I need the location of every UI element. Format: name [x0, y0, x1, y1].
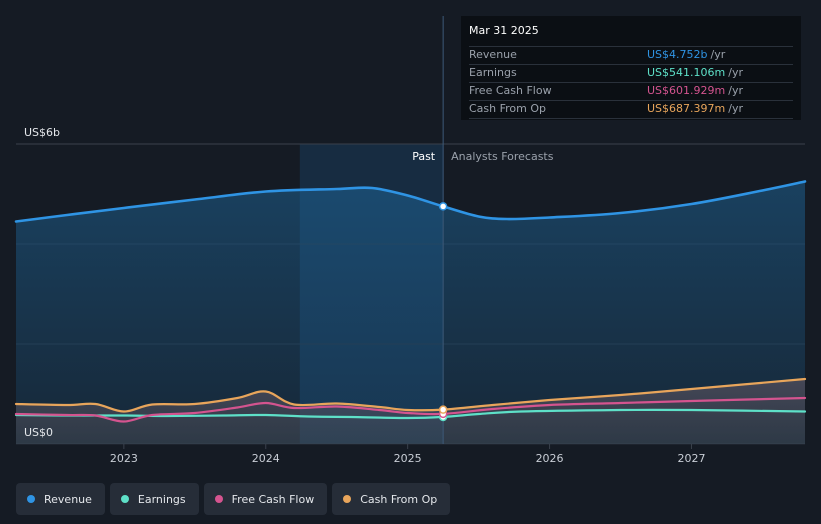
tooltip-row-earnings: Earnings US$541.106m /yr	[469, 64, 793, 82]
legend-label: Earnings	[137, 492, 186, 506]
tooltip-value: US$4.752b	[647, 48, 708, 61]
tooltip-unit: /yr	[728, 102, 743, 115]
tooltip-unit: /yr	[728, 66, 743, 79]
legend-dot-icon	[343, 495, 352, 503]
revenue-area	[16, 181, 805, 444]
tooltip-date: Mar 31 2025	[469, 24, 539, 37]
tooltip-row-free-cash-flow: Free Cash Flow US$601.929m /yr	[469, 82, 793, 100]
revenue-line	[14, 180, 807, 223]
x-tick-label: 2026	[536, 452, 564, 465]
tooltip-row-revenue: Revenue US$4.752b /yr	[469, 46, 793, 64]
cash-from-op-marker	[438, 405, 448, 414]
revenue-marker	[438, 202, 448, 211]
legend: Revenue Earnings Free Cash Flow Cash Fro…	[16, 483, 451, 515]
x-tick-label: 2027	[677, 452, 705, 465]
legend-item-earnings[interactable]: Earnings	[109, 483, 199, 515]
free-cash-flow-line	[14, 396, 807, 423]
legend-item-revenue[interactable]: Revenue	[16, 483, 105, 515]
legend-dot-icon	[27, 495, 35, 503]
cash-from-op-line	[14, 377, 807, 413]
forecast-label: Analysts Forecasts	[451, 150, 554, 163]
tooltip-unit: /yr	[728, 84, 743, 97]
tooltip-label: Cash From Op	[469, 102, 547, 115]
x-tick-label: 2024	[252, 452, 280, 465]
tooltip-label: Free Cash Flow	[469, 84, 552, 97]
legend-label: Free Cash Flow	[231, 492, 315, 506]
tooltip-unit: /yr	[710, 48, 726, 61]
legend-label: Cash From Op	[360, 492, 438, 506]
earnings-line	[14, 408, 807, 420]
tooltip-value: US$601.929m	[647, 84, 726, 97]
legend-dot-icon	[214, 495, 223, 503]
past-label: Past	[412, 150, 436, 163]
x-tick-label: 2023	[110, 452, 138, 465]
tooltip: Mar 31 2025 Revenue US$4.752b /yr Earnin…	[461, 16, 801, 120]
legend-dot-icon	[120, 495, 129, 503]
y-label-top: US$6b	[24, 126, 60, 139]
legend-label: Revenue	[44, 492, 92, 506]
tooltip-row-cash-from-op: Cash From Op US$687.397m /yr	[469, 100, 793, 119]
tooltip-label: Earnings	[469, 66, 517, 79]
low-area	[16, 379, 805, 444]
tooltip-label: Revenue	[469, 48, 517, 61]
legend-item-cash-from-op[interactable]: Cash From Op	[332, 483, 451, 515]
y-label-bottom: US$0	[24, 426, 53, 439]
legend-item-free-cash-flow[interactable]: Free Cash Flow	[203, 483, 328, 515]
x-tick-label: 2025	[394, 452, 422, 465]
tooltip-value: US$541.106m	[647, 66, 726, 79]
tooltip-value: US$687.397m	[647, 102, 726, 115]
